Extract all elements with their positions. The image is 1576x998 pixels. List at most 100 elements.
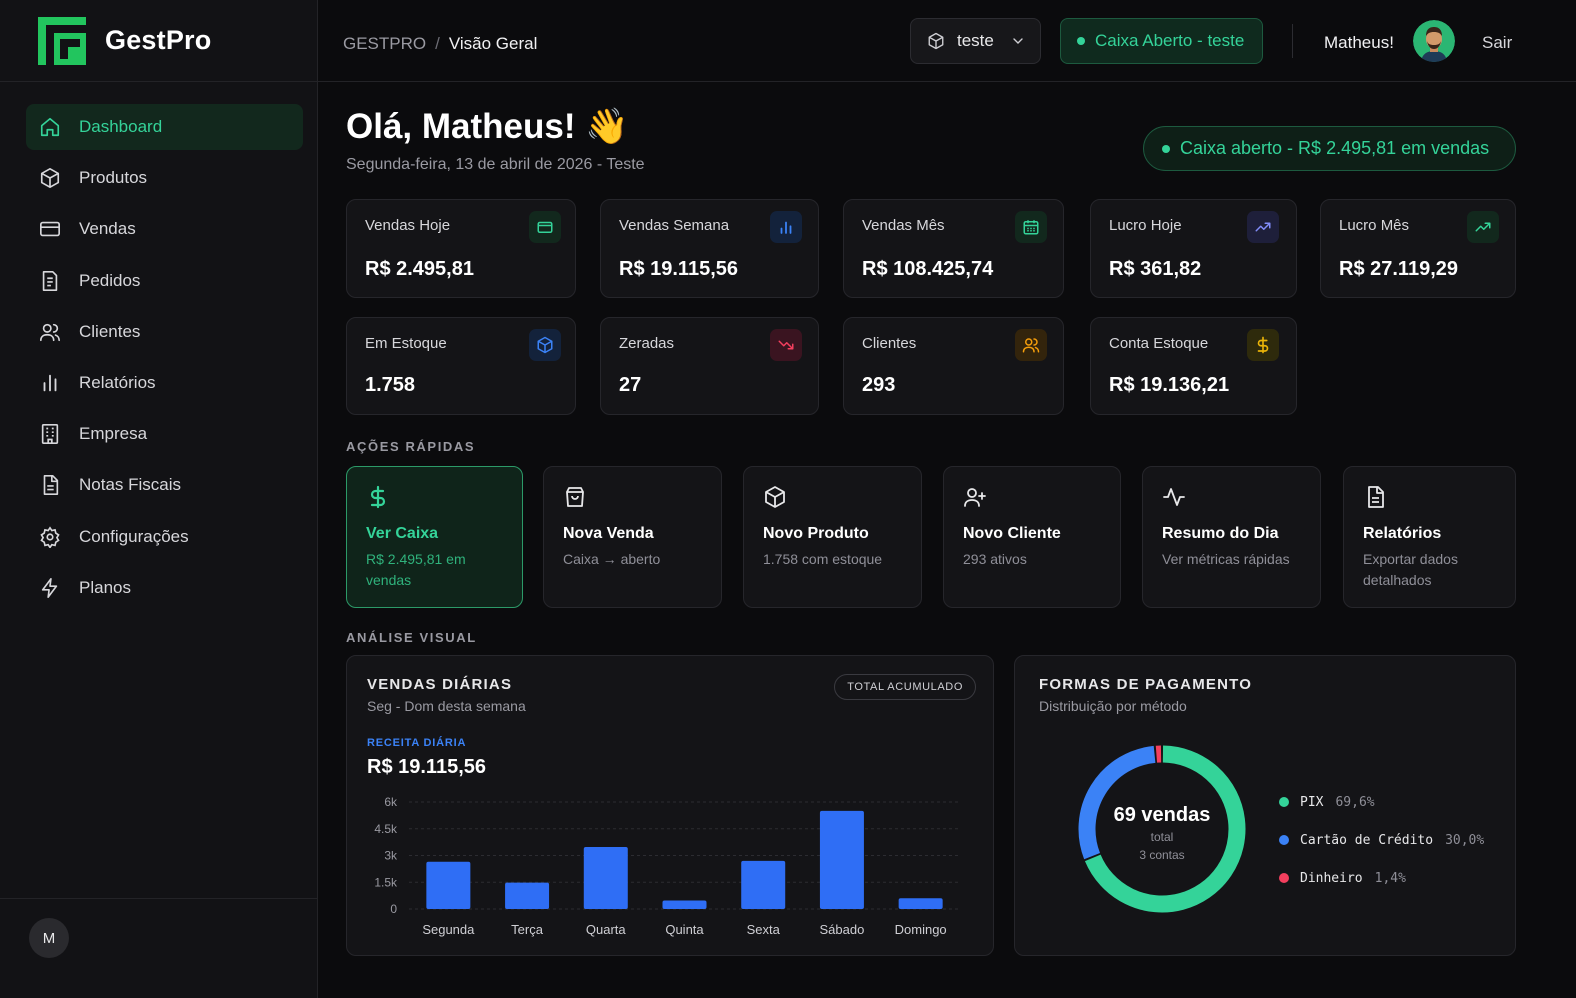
gear-icon [39,525,61,548]
stat-label: Vendas Mês [862,217,945,234]
stat-card-vendas-semana[interactable]: Vendas Semana R$ 19.115,56 [600,199,819,298]
panel-title: FORMAS DE PAGAMENTO [1039,676,1253,693]
x-tick-label: Quarta [586,922,627,937]
caixa-status-button[interactable]: Caixa Aberto - teste [1060,18,1263,64]
stat-card-zeradas[interactable]: Zeradas 27 [600,317,819,415]
breadcrumb-current: Visão Geral [448,34,538,53]
user-avatar[interactable] [1413,20,1455,62]
zap-icon [39,577,61,599]
sidebar-item-label: Notas Fiscais [79,475,182,495]
bar[interactable] [741,860,786,909]
stat-card-vendas-hoje[interactable]: Vendas Hoje R$ 2.495,81 [346,199,576,298]
legend-dot [1279,873,1289,883]
donut-slice[interactable] [1078,745,1156,860]
stat-value: 293 [862,374,896,396]
stat-value: R$ 2.495,81 [365,258,474,280]
sidebar-item-vendas[interactable]: Vendas [26,206,303,252]
y-tick-label: 6k [384,795,398,809]
quick-action-relatorios[interactable]: Relatórios Exportar dados detalhados [1343,466,1516,608]
quick-action-novo-cliente[interactable]: Novo Cliente 293 ativos [943,466,1121,608]
receipt-icon [39,270,61,292]
donut-slice[interactable] [1084,745,1246,913]
stat-label: Vendas Hoje [365,217,451,234]
donut-center-label: total [1151,830,1174,844]
user-plus-icon [963,485,987,509]
quick-action-novo-produto[interactable]: Novo Produto 1.758 com estoque [743,466,922,608]
sidebar-item-label: Configurações [79,526,189,546]
box-icon [39,167,61,189]
sidebar-item-pedidos[interactable]: Pedidos [26,258,303,304]
panel-subtitle: Seg - Dom desta semana [367,698,526,714]
store-selector[interactable]: teste [910,18,1041,64]
quick-action-ver-caixa[interactable]: Ver Caixa R$ 2.495,81 em vendas [346,466,523,608]
stat-card-lucro-hoje[interactable]: Lucro Hoje R$ 361,82 [1090,199,1297,298]
users-icon [1015,329,1047,361]
x-tick-label: Terça [511,922,544,937]
bar[interactable] [583,846,628,909]
quick-action-subtitle: 293 ativos [963,551,1027,567]
avatar-image [1413,20,1455,62]
stat-card-vendas-mes[interactable]: Vendas Mês R$ 108.425,74 [843,199,1064,298]
header-divider [1292,24,1293,58]
stat-value: 27 [619,374,642,396]
legend-name: PIX [1300,794,1324,810]
legend-item-dinheiro: Dinheiro 1,4% [1279,868,1484,888]
legend-dot [1279,797,1289,807]
bar[interactable] [505,882,550,909]
sidebar-nav: Dashboard Produtos Vendas Pedidos Client… [0,82,317,611]
bar[interactable] [426,861,471,909]
sidebar-item-planos[interactable]: Planos [26,565,303,611]
stat-card-em-estoque[interactable]: Em Estoque 1.758 [346,317,576,415]
building-icon [39,423,61,445]
quick-action-subtitle: 1.758 com estoque [763,551,883,567]
box-icon [529,329,561,361]
sidebar-item-produtos[interactable]: Produtos [26,155,303,201]
sidebar-item-dashboard[interactable]: Dashboard [26,104,303,150]
sidebar-footer: M [0,898,317,998]
status-dot [1162,144,1170,153]
chevron-down-icon [1013,38,1023,44]
bar[interactable] [898,898,943,909]
sidebar-item-notas-fiscais[interactable]: Notas Fiscais [26,462,303,508]
stat-card-clientes[interactable]: Clientes 293 [843,317,1064,415]
revenue-label: RECEITA DIÁRIA [367,737,467,749]
dollar-icon [1247,329,1279,361]
quick-action-nova-venda[interactable]: Nova Venda Caixa → aberto [543,466,722,608]
file-text-icon [1363,485,1387,509]
total-acumulado-toggle[interactable]: TOTAL ACUMULADO [834,674,976,700]
payment-legend: PIX 69,6% Cartão de Crédito 30,0% Dinhei… [1279,792,1484,906]
sidebar: GestPro Dashboard Produtos Vendas Pedido… [0,0,318,998]
brand[interactable]: GestPro [0,0,317,82]
quick-action-subtitle: Ver métricas rápidas [1162,551,1290,567]
logout-link[interactable]: Sair [1482,33,1513,52]
sidebar-item-clientes[interactable]: Clientes [26,309,303,355]
page-title: Olá, Matheus! 👋 [346,107,629,146]
quick-action-title: Resumo do Dia [1162,525,1279,542]
stat-label: Conta Estoque [1109,335,1209,352]
bar[interactable] [819,810,864,909]
sidebar-item-label: Pedidos [79,270,141,290]
user-initial-avatar[interactable]: M [29,918,69,958]
payment-donut-chart: 69 vendas total 3 contas [1078,745,1246,913]
sidebar-item-relatorios[interactable]: Relatórios [26,360,303,406]
stat-label: Zeradas [619,335,675,352]
sidebar-item-configuracoes[interactable]: Configurações [26,514,303,560]
shopping-bag-icon [563,485,587,509]
sidebar-item-label: Planos [79,577,131,597]
stat-card-lucro-mes[interactable]: Lucro Mês R$ 27.119,29 [1320,199,1516,298]
stat-card-conta-estoque[interactable]: Conta Estoque R$ 19.136,21 [1090,317,1297,415]
revenue-value: R$ 19.115,56 [367,756,486,778]
bar[interactable] [662,900,707,909]
sidebar-item-empresa[interactable]: Empresa [26,411,303,457]
quick-action-resumo-do-dia[interactable]: Resumo do Dia Ver métricas rápidas [1142,466,1321,608]
sidebar-item-label: Empresa [79,424,148,444]
daily-sales-bar-chart: 0 1.5k 3k 4.5k 6k Segunda Terça Quarta Quinta Sex… [374,795,960,937]
daily-sales-panel: VENDAS DIÁRIAS Seg - Dom desta semana TO… [346,655,994,956]
breadcrumb-root[interactable]: GESTPRO [343,34,427,53]
trending-up-icon [1247,211,1279,243]
dollar-icon [366,485,390,509]
quick-action-title: Novo Produto [763,525,869,542]
legend-name: Dinheiro [1300,870,1363,886]
breadcrumb-separator: / [435,34,440,53]
sidebar-item-label: Dashboard [79,117,163,136]
